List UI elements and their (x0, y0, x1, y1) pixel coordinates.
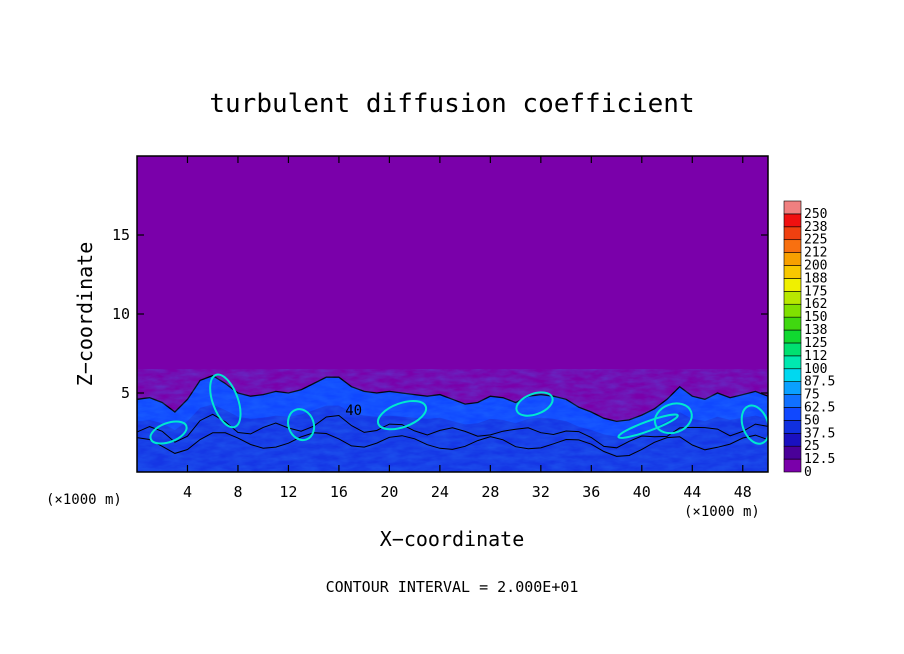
y-tick-label: 5 (121, 384, 130, 402)
colorbar-swatch (783, 420, 802, 434)
colorbar-label: 200 (804, 259, 827, 274)
colorbar-swatch (783, 407, 802, 421)
colorbar-label: 100 (804, 362, 827, 377)
x-tick-label: 36 (582, 483, 600, 501)
colorbar-swatch (783, 316, 802, 331)
x-tick-label: 8 (233, 483, 242, 501)
colorbar-swatch (783, 265, 802, 279)
colorbar-label: 150 (804, 310, 827, 325)
plot-area: 40 (136, 155, 769, 473)
eddy-streak (617, 413, 679, 439)
colorbar-swatch (783, 213, 802, 228)
colorbar-swatch (783, 252, 802, 266)
colorbar-label: 138 (804, 323, 827, 338)
y-axis-label: Z−coordinate (73, 242, 97, 387)
colorbar-label: 37.5 (804, 426, 835, 441)
turbulence-texture (137, 369, 768, 472)
colorbar-swatch (783, 445, 802, 460)
eddy-streak (209, 373, 242, 429)
colorbar-label: 75 (804, 388, 820, 403)
turbulence-field (137, 369, 768, 472)
eddy-streak (653, 402, 693, 435)
colorbar-swatch (783, 200, 802, 215)
x-tick-label: 20 (380, 483, 398, 501)
x-unit-left: (×1000 m) (46, 492, 122, 508)
colorbar-label: 62.5 (804, 401, 835, 416)
colorbar-label: 212 (804, 246, 827, 261)
eddy-streak (149, 420, 188, 445)
colorbar-label: 87.5 (804, 375, 835, 390)
colorbar-swatch (783, 355, 802, 370)
eddy-streak (376, 400, 428, 431)
colorbar-label: 225 (804, 233, 827, 248)
colorbar-label: 188 (804, 271, 827, 286)
colorbar-swatch (783, 291, 802, 305)
colorbar-swatch (783, 368, 802, 382)
x-axis: 4 8 12 16 20 24 28 32 36 40 44 48 (183, 156, 752, 501)
y-axis: 5 10 15 (112, 226, 768, 402)
colorbar-label: 50 (804, 413, 820, 428)
eddy-streak (287, 408, 316, 442)
x-tick-label: 40 (633, 483, 651, 501)
contour-line (137, 432, 768, 457)
x-tick-label: 48 (734, 483, 752, 501)
y-tick-label: 15 (112, 226, 130, 244)
colorbar-swatch (783, 329, 802, 344)
x-tick-label: 4 (183, 483, 192, 501)
x-tick-label: 44 (683, 483, 701, 501)
colorbar-label: 162 (804, 297, 827, 312)
colorbar-label: 112 (804, 349, 827, 364)
colorbar-swatch (783, 278, 802, 292)
colorbar-swatch (783, 381, 802, 395)
x-tick-label: 28 (481, 483, 499, 501)
eddy-streak (515, 391, 554, 417)
colorbar-label: 125 (804, 336, 827, 351)
colorbar-label: 175 (804, 284, 827, 299)
x-unit-right: (×1000 m) (684, 504, 760, 520)
contour-label: 40 (345, 403, 362, 419)
colorbar-swatch (783, 239, 802, 253)
colorbar-label: 0 (804, 465, 812, 480)
x-tick-label: 32 (532, 483, 550, 501)
colorbar-label: 238 (804, 220, 827, 235)
x-tick-label: 12 (279, 483, 297, 501)
colorbar-label: 25 (804, 439, 820, 454)
colorbar-swatch (783, 226, 802, 241)
colorbar-swatch (783, 458, 802, 473)
contour-interval-note: CONTOUR INTERVAL = 2.000E+01 (326, 578, 579, 596)
chart-title: turbulent diffusion coefficient (209, 89, 694, 119)
colorbar-label: 250 (804, 207, 827, 222)
colorbar-swatch (783, 432, 802, 447)
colorbar-swatch (783, 394, 802, 408)
x-tick-label: 24 (431, 483, 449, 501)
x-tick-label: 16 (330, 483, 348, 501)
colorbar-swatch (783, 303, 802, 318)
y-tick-label: 10 (112, 305, 130, 323)
colorbar-label: 12.5 (804, 452, 835, 467)
colorbar: 012.52537.55062.57587.510011212513815016… (783, 200, 835, 480)
x-axis-label: X−coordinate (380, 527, 525, 551)
colorbar-swatch (783, 342, 802, 357)
eddy-streak (740, 404, 768, 445)
